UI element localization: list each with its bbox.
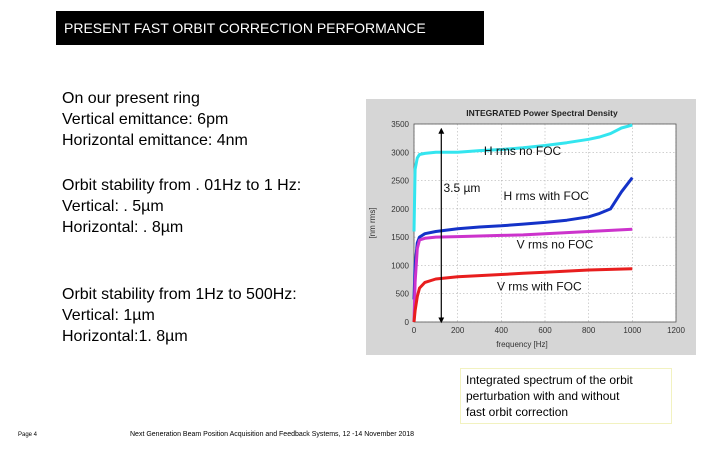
y-tick-label: 1000 <box>391 261 409 270</box>
x-tick-label: 200 <box>451 326 465 335</box>
x-tick-label: 1200 <box>667 326 685 335</box>
x-tick-label: 600 <box>538 326 552 335</box>
figure-title: INTEGRATED Power Spectral Density <box>466 108 618 118</box>
series-line <box>412 227 633 323</box>
text-line: Vertical: . 5µm <box>62 198 164 215</box>
x-tick-label: 800 <box>582 326 596 335</box>
text-line: Horizontal:1. 8µm <box>62 328 188 345</box>
text-line: Orbit stability from . 01Hz to 1 Hz: <box>62 177 302 194</box>
text-line: Orbit stability from 1Hz to 500Hz: <box>62 286 297 303</box>
text-line: On our present ring <box>62 90 200 107</box>
caption-line: perturbation with and without <box>466 389 620 403</box>
y-tick-label: 3000 <box>391 148 409 157</box>
y-tick-label: 2000 <box>391 205 409 214</box>
annotation-v-rms-no-foc: V rms no FOC <box>517 237 594 251</box>
text-line: Vertical emittance: 6pm <box>62 111 229 128</box>
y-tick-label: 2500 <box>391 177 409 186</box>
x-tick-label: 400 <box>495 326 509 335</box>
psd-figure: INTEGRATED Power Spectral Density 0 500 10… <box>366 99 696 355</box>
caption-line: Integrated spectrum of the orbit <box>466 373 633 387</box>
x-tick-label: 0 <box>412 326 417 335</box>
annotation-h-rms-no-foc: H rms no FOC <box>484 144 562 158</box>
text-line: Vertical: 1µm <box>62 307 155 324</box>
emittance-block: On our present ring Vertical emittance: … <box>62 88 248 151</box>
y-tick-label: 0 <box>405 318 410 327</box>
x-tick-label: 1000 <box>623 326 641 335</box>
series-line <box>412 123 633 232</box>
text-line: Horizontal emittance: 4nm <box>62 132 248 149</box>
x-axis-label: frequency [Hz] <box>496 340 548 349</box>
footer-text: Next Generation Beam Position Acquisitio… <box>130 431 415 438</box>
low-frequency-stability-block: Orbit stability from . 01Hz to 1 Hz: Ver… <box>62 175 301 238</box>
caption-line: fast orbit correction <box>466 405 569 419</box>
y-tick-label: 1500 <box>391 233 409 242</box>
annotation-h-rms-with-foc: H rms with FOC <box>504 189 590 203</box>
y-tick-label: 3500 <box>391 120 409 129</box>
annotation-v-rms-with-foc: V rms with FOC <box>497 279 582 293</box>
high-frequency-stability-block: Orbit stability from 1Hz to 500Hz: Verti… <box>62 284 297 347</box>
annotation-3-5-um: 3.5 µm <box>443 181 480 195</box>
y-axis-label: [nm rms] <box>368 207 377 238</box>
series-line <box>412 267 633 323</box>
y-tick-label: 500 <box>396 290 410 299</box>
psd-chart: INTEGRATED Power Spectral Density 0 500 10… <box>366 99 696 355</box>
slide-title: PRESENT FAST ORBIT CORRECTION PERFORMANC… <box>56 11 484 45</box>
figure-caption: Integrated spectrum of the orbit perturb… <box>460 368 672 424</box>
page-number: Page 4 <box>18 432 38 438</box>
text-line: Horizontal: . 8µm <box>62 219 184 236</box>
